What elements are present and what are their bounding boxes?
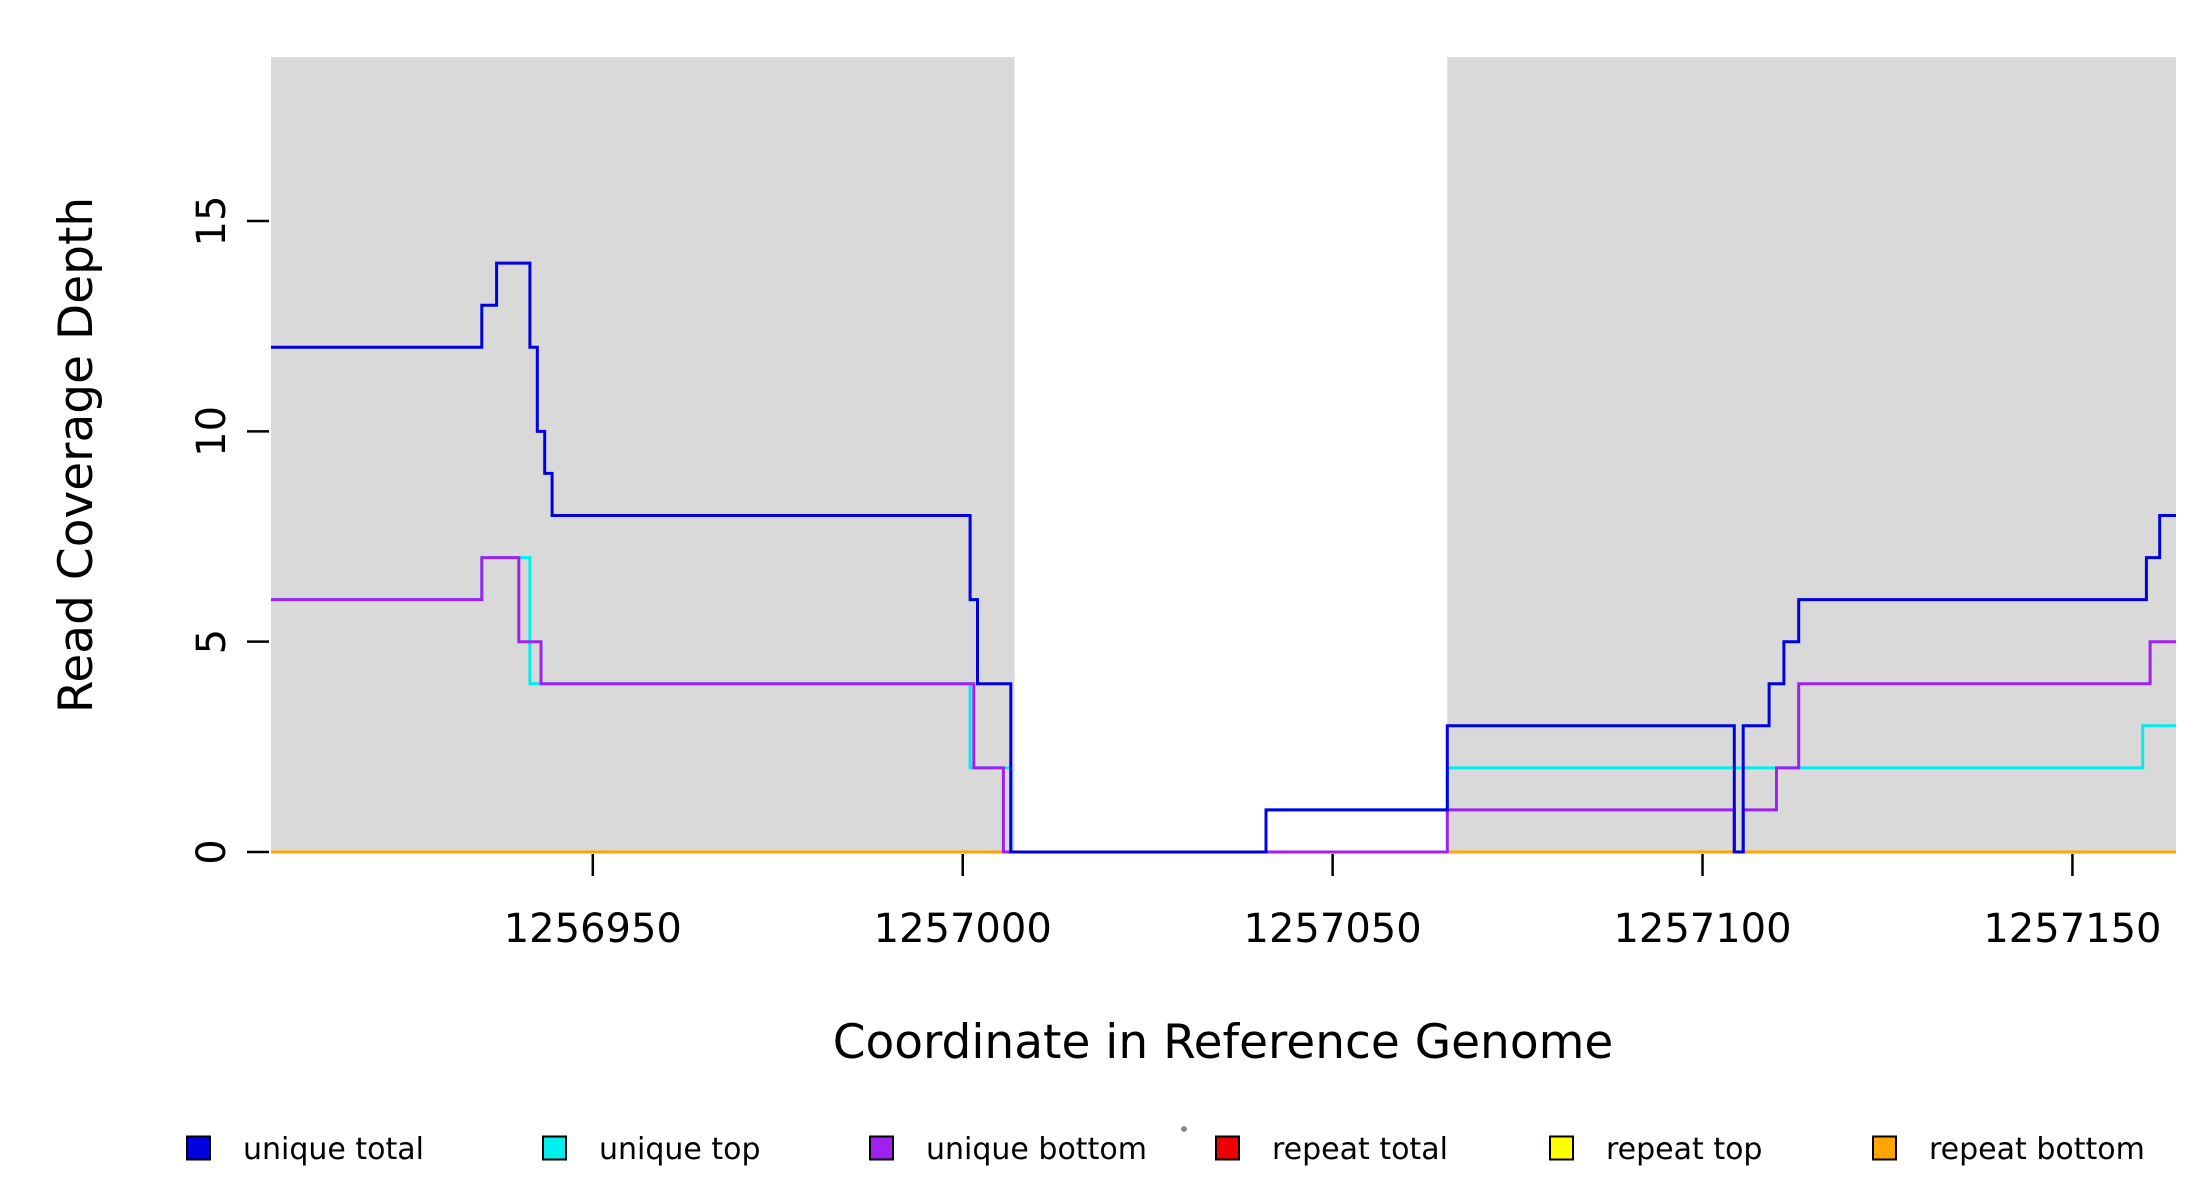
y-tick-label: 5 (189, 629, 235, 654)
series-lines (271, 261, 2176, 854)
legend-swatch (869, 1135, 894, 1161)
legend-swatch (186, 1135, 211, 1161)
legend-swatch (1872, 1135, 1897, 1161)
x-axis: 1256950 1257000 1257050 1257100 1257150 (504, 854, 2162, 952)
legend-label: unique bottom (926, 1132, 1147, 1167)
region-shade (271, 57, 1015, 852)
y-tick-label: 10 (189, 406, 235, 457)
y-tick-label: 0 (189, 839, 235, 864)
legend-label: repeat top (1606, 1132, 1762, 1167)
legend-label: repeat bottom (1929, 1132, 2145, 1167)
legend-item-unique-total: unique total (186, 1132, 424, 1167)
stray-mark (1181, 1126, 1187, 1132)
legend-label: unique total (243, 1132, 424, 1167)
legend-item-repeat-bottom: repeat bottom (1872, 1132, 2145, 1167)
series-line-unique-total (271, 261, 2176, 854)
legend-item-unique-bottom: unique bottom (869, 1132, 1147, 1167)
x-tick-label: 1257000 (874, 906, 1052, 952)
legend-item-repeat-top: repeat top (1549, 1132, 1762, 1167)
region-shade (1447, 57, 2176, 852)
y-axis: 0 5 10 15 (189, 196, 269, 865)
series-line-unique-bottom (271, 556, 2176, 854)
y-tick-label: 15 (189, 196, 235, 247)
legend-item-repeat-total: repeat total (1215, 1132, 1448, 1167)
legend-swatch (1215, 1135, 1240, 1161)
x-axis-title: Coordinate in Reference Genome (833, 1015, 1614, 1070)
x-tick-label: 1257150 (1983, 906, 2161, 952)
x-tick-label: 1257100 (1613, 906, 1791, 952)
highlight-regions (271, 57, 2176, 852)
y-axis-title: Read Coverage Depth (49, 197, 104, 713)
legend-swatch (542, 1135, 567, 1161)
legend-label: repeat total (1272, 1132, 1448, 1167)
legend: unique total unique top unique bottom repea… (186, 1132, 2145, 1167)
legend-label: unique top (599, 1132, 761, 1167)
x-tick-label: 1257050 (1244, 906, 1422, 952)
legend-item-unique-top: unique top (542, 1132, 761, 1167)
legend-swatch (1549, 1135, 1574, 1161)
x-tick-label: 1256950 (504, 906, 682, 952)
